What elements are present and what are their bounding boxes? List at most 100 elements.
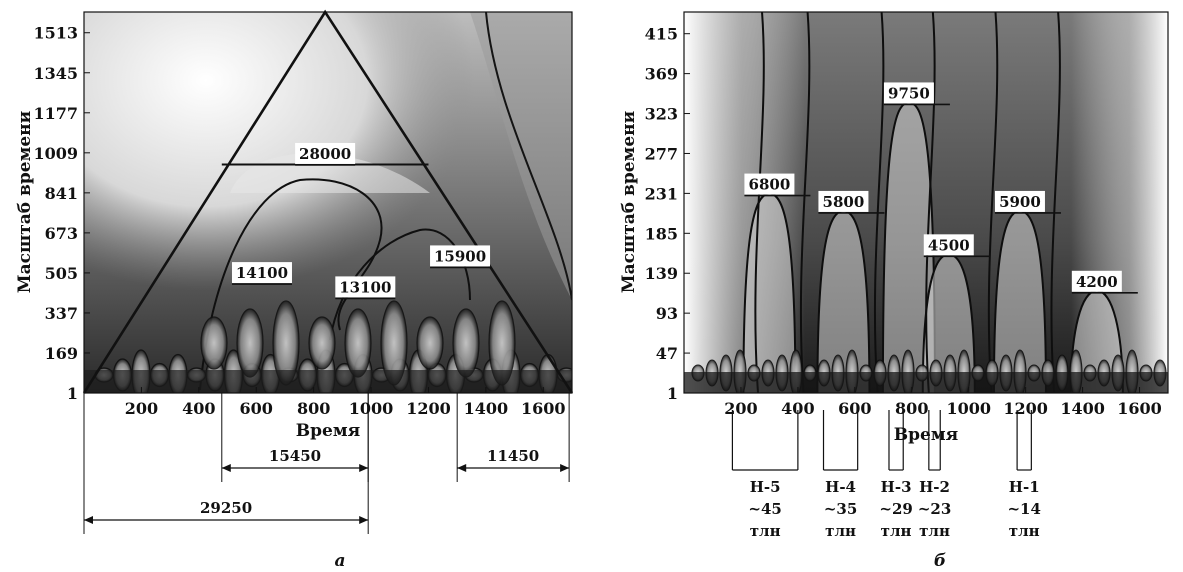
panel-a-ytick-label: 1513 xyxy=(33,24,78,43)
dimension-arrow xyxy=(221,464,231,472)
dimension-label: 11450 xyxy=(487,447,539,465)
panel-a-ytick-label: 1009 xyxy=(33,144,78,163)
panel-b-episodes: Н-5 ~45 тлн Н-4 ~35 тлн Н-3 ~29 тлн Н-2 ~23 тлн Н-1 ~… xyxy=(731,410,1041,540)
panel-a-ytick-label: 841 xyxy=(45,184,78,203)
panel-b-ytick-label: 185 xyxy=(645,224,678,243)
episode-unit: тлн xyxy=(825,522,856,540)
panel-b-ytick-label: 139 xyxy=(645,264,678,283)
episode-name: Н-5 xyxy=(750,478,781,496)
panel-a-xtick-label: 1400 xyxy=(464,399,509,418)
panel-b-ylabel: Масштаб времени xyxy=(619,110,639,293)
panel-b-ytick-label: 277 xyxy=(645,144,678,163)
panel-a-annotation: 14100 xyxy=(236,264,288,282)
panel-a-xtick-label: 200 xyxy=(125,399,158,418)
panel-b-annotation-box xyxy=(994,190,1045,212)
episode-age: ~45 xyxy=(748,500,781,518)
panel-a-annotation: 28000 xyxy=(299,145,351,163)
panel-b-caption: б xyxy=(934,551,946,571)
panel-b-ytick-label: 1 xyxy=(667,384,678,403)
panel-a-plot xyxy=(84,12,572,393)
panel-a-xtick-label: 400 xyxy=(182,399,215,418)
panel-a-ylabel: Масштаб времени xyxy=(15,110,35,293)
panel-a-ytick-label: 1345 xyxy=(33,64,78,83)
panel-b-axes: 200 400 600 800 1000 1200 1400 1600 1 47 93 139 185 2… xyxy=(645,25,1162,418)
panel-b-annotation-box xyxy=(1071,270,1122,292)
ridge-line xyxy=(987,12,999,393)
panel-b-xtick-label: 800 xyxy=(895,399,928,418)
panel-a-dimension-lines: 15450 11450 29250 xyxy=(83,393,570,534)
panel-b-annotation-box xyxy=(923,234,974,256)
panel-a-xtick-label: 600 xyxy=(240,399,273,418)
panel-a-ytick-label: 169 xyxy=(45,344,78,363)
panel-b-xtick-label: 1000 xyxy=(946,399,991,418)
panel-b-ytick-label: 323 xyxy=(645,105,678,124)
dimension-arrow xyxy=(84,516,93,524)
episode-name: Н-1 xyxy=(1009,478,1040,496)
panel-b-ytick-label: 93 xyxy=(656,304,678,323)
panel-b-annotations: 6800 5800 9750 4500 5900 4200 xyxy=(744,82,1138,294)
panel-b-ytick-label: 415 xyxy=(645,25,678,44)
dimension-arrow xyxy=(457,464,467,472)
panel-b-annotation: 5800 xyxy=(823,193,865,211)
wavelet-blob xyxy=(344,308,372,378)
dimension-label: 29250 xyxy=(200,499,252,517)
panel-a-annotations: 28000 14100 13100 15900 xyxy=(231,142,491,300)
panel-a-xtick-label: 1200 xyxy=(406,399,451,418)
wavelet-blob xyxy=(236,308,264,378)
panel-a-axes: 200 400 600 800 1000 1200 1400 1600 1 169 337 505 67… xyxy=(33,24,565,418)
ridge-line xyxy=(1050,12,1061,393)
panel-a-annotation: 15900 xyxy=(434,247,486,265)
panel-a-annotation: 13100 xyxy=(339,278,391,296)
panel-b-annotation-box xyxy=(883,82,934,104)
panel-b-xtick-label: 1400 xyxy=(1060,399,1105,418)
panel-a-annotation-box xyxy=(430,245,491,267)
panel-b-ytick-label: 231 xyxy=(645,184,678,203)
wavelet-blob xyxy=(452,308,480,378)
panel-a-xtick-label: 800 xyxy=(297,399,330,418)
episode-age: ~35 xyxy=(824,500,857,518)
episode-unit: тлн xyxy=(919,522,950,540)
episode-name: Н-3 xyxy=(881,478,912,496)
episode-age: ~29 xyxy=(879,500,912,518)
ridge-line xyxy=(873,12,885,393)
wavelet-blob xyxy=(200,316,228,370)
panel-a-ytick-label: 673 xyxy=(45,224,78,243)
panel-a-annotation-box xyxy=(335,276,396,298)
panel-b-xtick-label: 1200 xyxy=(1003,399,1048,418)
dimension-arrow xyxy=(359,516,369,524)
panel-b-annotation: 4200 xyxy=(1076,273,1118,291)
panel-b-ytick-label: 369 xyxy=(645,65,678,84)
episode-unit: тлн xyxy=(750,522,781,540)
panel-a-xtick-label: 1600 xyxy=(521,399,566,418)
panel-a-ytick-label: 505 xyxy=(45,264,78,283)
panel-a-annotation-box xyxy=(295,142,356,164)
panel-b-annotation: 5900 xyxy=(999,193,1041,211)
panel-b-xtick-label: 200 xyxy=(724,399,757,418)
episode-unit: тлн xyxy=(881,522,912,540)
panel-b-annotation: 9750 xyxy=(888,84,930,102)
dimension-label: 15450 xyxy=(269,447,321,465)
episode-name: Н-2 xyxy=(919,478,950,496)
panel-b-xtick-label: 600 xyxy=(838,399,871,418)
panel-a-xlabel: Время xyxy=(296,421,360,441)
panel-b-xlabel: Время xyxy=(894,425,958,445)
panel-b-ytick-label: 47 xyxy=(656,344,678,363)
panel-b-plot xyxy=(684,12,1168,393)
dimension-arrow xyxy=(359,464,369,472)
panel-a-caption: а xyxy=(334,551,345,571)
panel-b-annotation-box xyxy=(818,190,869,212)
wavelet-blob xyxy=(416,316,444,370)
panel-a-ytick-label: 337 xyxy=(45,304,78,323)
panel-b-xtick-label: 400 xyxy=(781,399,814,418)
ridge-line xyxy=(799,12,811,393)
panel-b-frame xyxy=(683,11,1169,394)
episode-age: ~14 xyxy=(1007,500,1040,518)
panel-a-annotation-box xyxy=(231,262,292,284)
panel-a-frame xyxy=(83,11,573,394)
panel-b-annotation-box xyxy=(744,173,795,195)
episode-age: ~23 xyxy=(918,500,951,518)
ridge-line xyxy=(925,12,936,393)
episode-name: Н-4 xyxy=(825,478,856,496)
panel-b-annotation: 4500 xyxy=(928,236,970,254)
